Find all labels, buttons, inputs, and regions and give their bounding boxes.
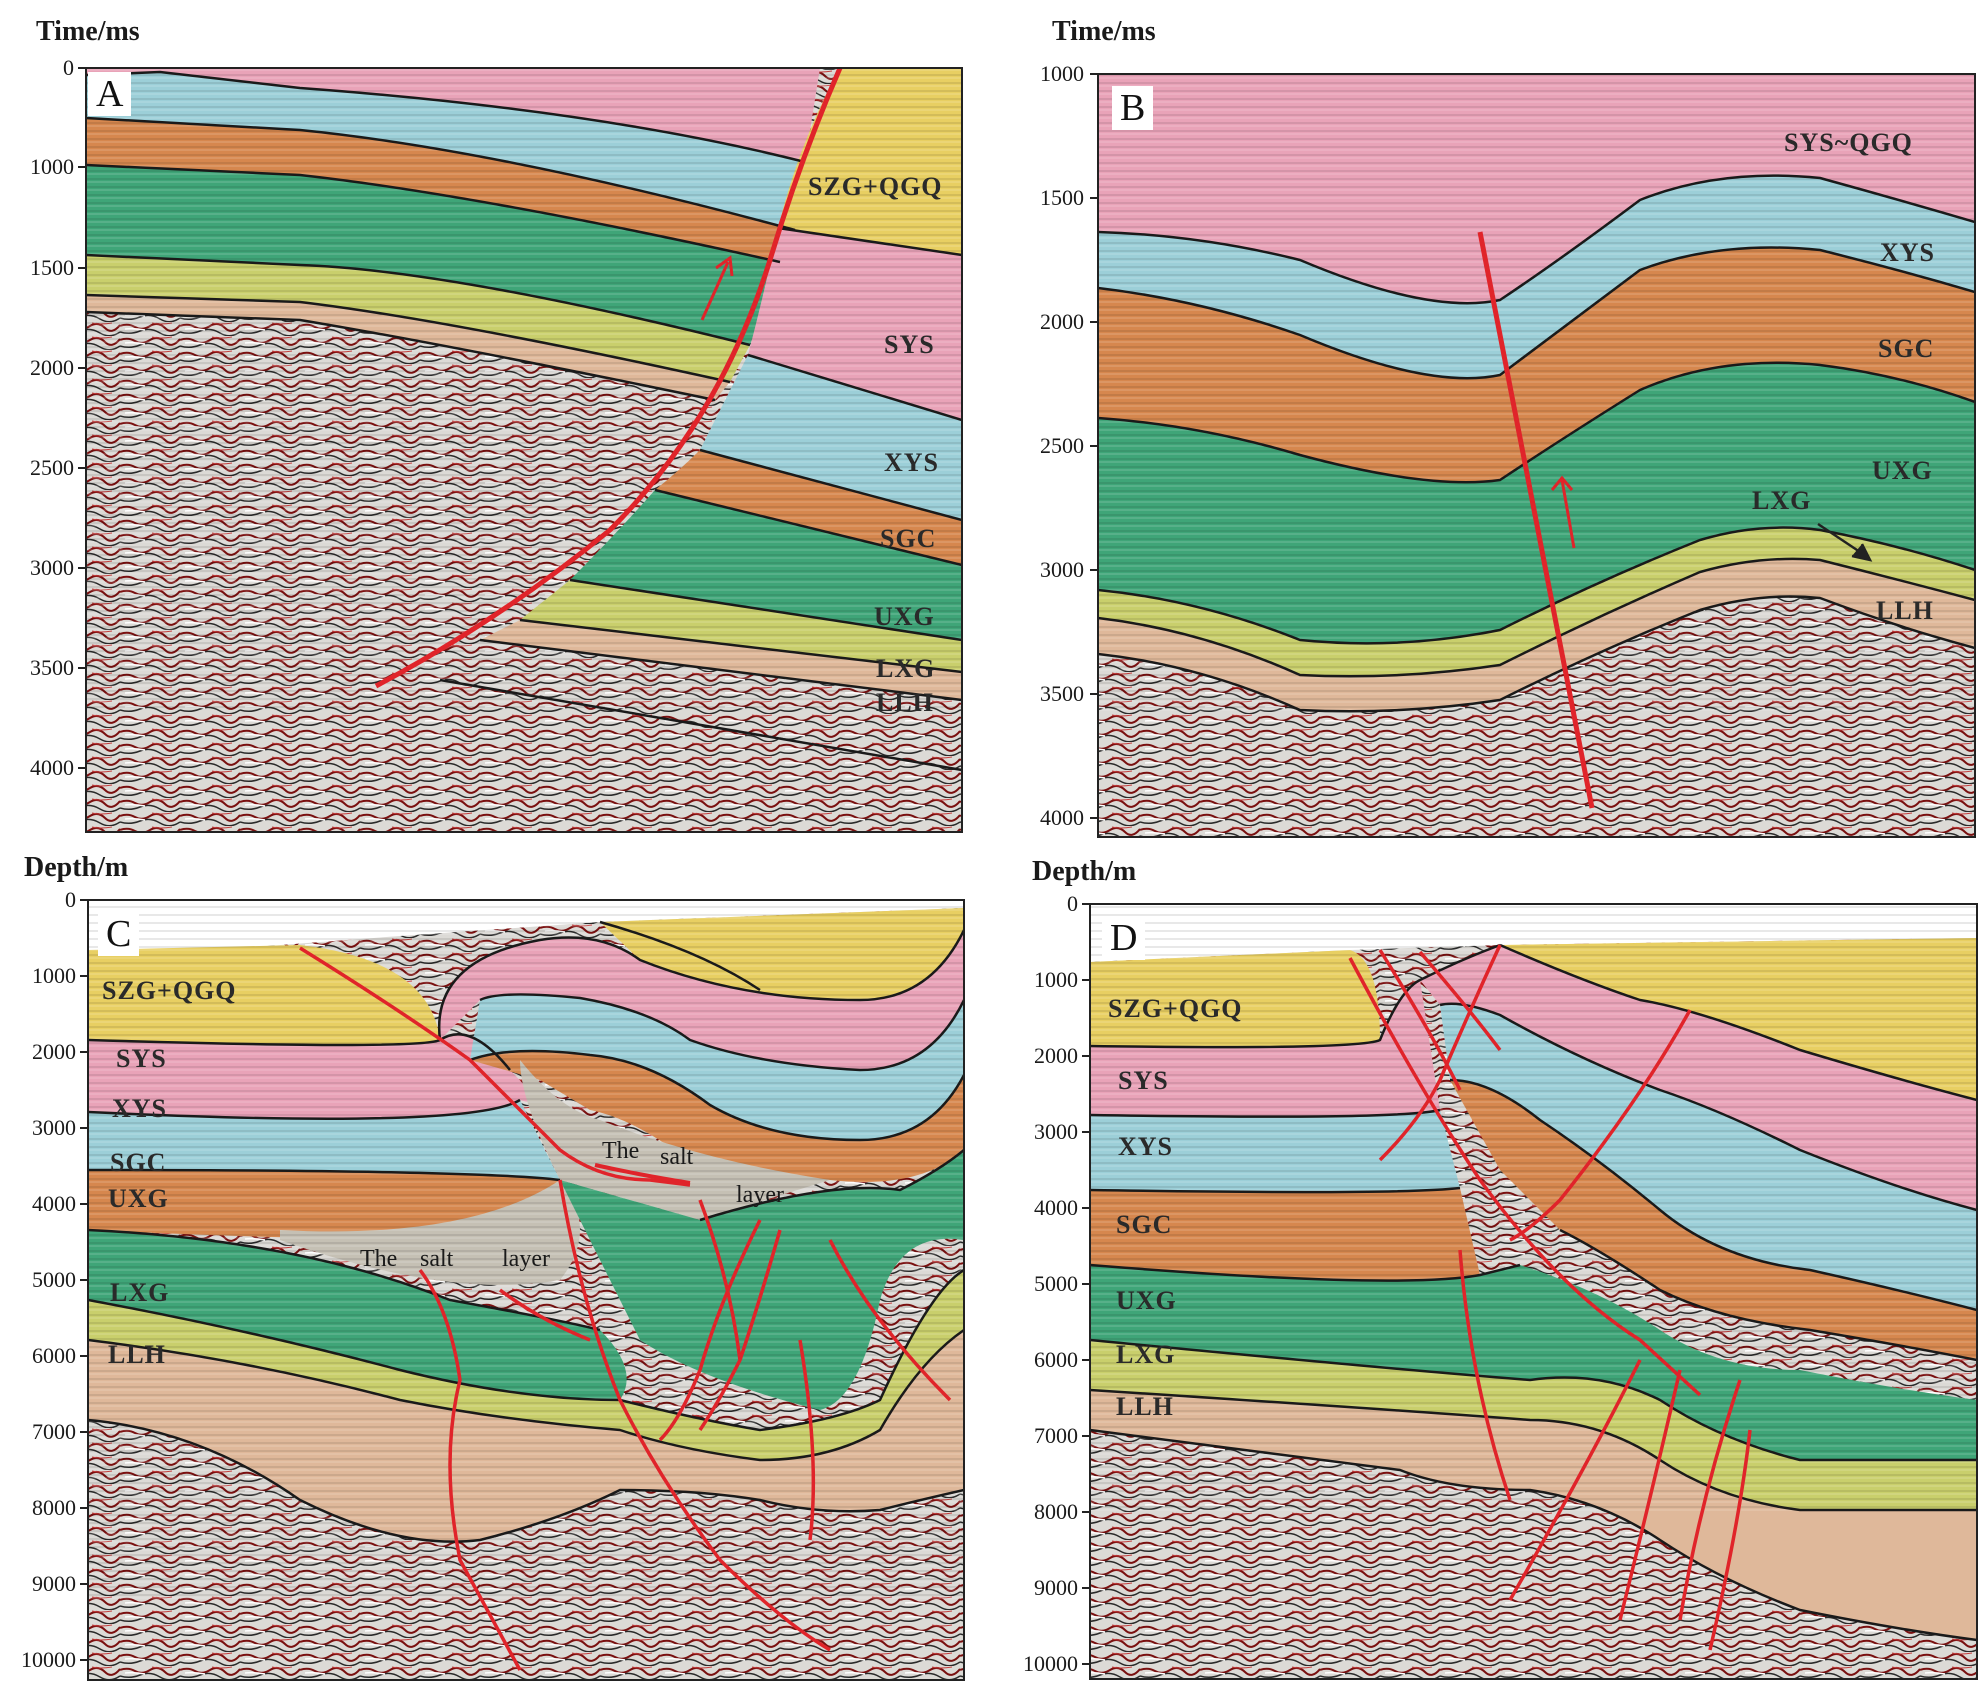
panel-b-unit-label: XYS bbox=[1880, 238, 1936, 267]
panel-d-unit-label: LXG bbox=[1116, 1340, 1176, 1369]
panel-d-unit-label: SZG+QGQ bbox=[1108, 994, 1243, 1023]
panel-b-frame bbox=[1097, 73, 1976, 838]
panel-c-unit-label: XYS bbox=[112, 1094, 168, 1123]
salt-layer-label-lower: The bbox=[360, 1246, 398, 1272]
panel-c-tick: 8000 bbox=[32, 1495, 76, 1520]
panel-a-tick: 1000 bbox=[30, 154, 74, 179]
panel-c-unit-label: SZG+QGQ bbox=[102, 976, 237, 1005]
panel-b-tick: 4000 bbox=[1040, 805, 1084, 830]
panel-a-unit-label: XYS bbox=[884, 448, 940, 477]
panel-d-tick: 7000 bbox=[1034, 1423, 1078, 1448]
panel-d-unit-label: LLH bbox=[1116, 1392, 1174, 1421]
panel-c-unit-label: SGC bbox=[110, 1148, 167, 1177]
panel-a-tick: 2500 bbox=[30, 455, 74, 480]
panel-a-frame bbox=[85, 67, 963, 833]
panel-c-tick: 6000 bbox=[32, 1343, 76, 1368]
panel-b-unit-label: SYS~QGQ bbox=[1784, 128, 1913, 157]
panel-c-tick: 10000 bbox=[21, 1647, 76, 1672]
panel-c-unit-label: SYS bbox=[116, 1044, 167, 1073]
salt-layer-label-upper: layer bbox=[736, 1182, 784, 1208]
panel-d-tick: 3000 bbox=[1034, 1119, 1078, 1144]
panel-d-tick: 6000 bbox=[1034, 1347, 1078, 1372]
panel-c-section bbox=[88, 900, 964, 1680]
panel-a-tick: 1500 bbox=[30, 255, 74, 280]
tick-marks bbox=[78, 67, 1098, 1665]
panel-c-tick: 0 bbox=[65, 887, 76, 912]
panel-b-tick: 3500 bbox=[1040, 681, 1084, 706]
panel-b-unit-label: LLH bbox=[1876, 596, 1934, 625]
panel-d-unit-label: UXG bbox=[1116, 1286, 1177, 1315]
salt-layer-label-upper: The bbox=[602, 1138, 640, 1164]
panel-c-letter: C bbox=[98, 912, 140, 956]
panel-a-tick: 3000 bbox=[30, 555, 74, 580]
panel-a-unit-label: UXG bbox=[874, 602, 935, 631]
panel-a-unit-label: SGC bbox=[880, 524, 937, 553]
panel-a-unit-label: LLH bbox=[876, 688, 934, 717]
panel-c-axis-title: Depth/m bbox=[24, 852, 129, 883]
panel-a-axis-title: Time/ms bbox=[36, 16, 140, 47]
panel-c-tick: 7000 bbox=[32, 1419, 76, 1444]
panel-b-tick: 3000 bbox=[1040, 557, 1084, 582]
panel-c-tick: 3000 bbox=[32, 1115, 76, 1140]
panel-d-tick: 10000 bbox=[1023, 1651, 1078, 1676]
panel-b-tick: 2000 bbox=[1040, 309, 1084, 334]
salt-layer-label-lower: layer bbox=[502, 1246, 550, 1272]
panel-a-unit-label: LXG bbox=[876, 654, 936, 683]
panel-c-tick: 9000 bbox=[32, 1571, 76, 1596]
panel-a-tick: 3500 bbox=[30, 655, 74, 680]
panel-d-axis-title: Depth/m bbox=[1032, 856, 1137, 887]
panel-b-unit-label: LXG bbox=[1752, 486, 1812, 515]
panel-b-axis-title: Time/ms bbox=[1052, 16, 1156, 47]
panel-a-tick: 0 bbox=[63, 55, 74, 80]
panel-c-tick: 2000 bbox=[32, 1039, 76, 1064]
panel-c-unit-label: LXG bbox=[110, 1278, 170, 1307]
panel-c-frame bbox=[87, 899, 965, 1681]
panel-d-section bbox=[1090, 904, 1977, 1679]
panel-c-unit-label: LLH bbox=[108, 1340, 166, 1369]
panel-c-tick: 4000 bbox=[32, 1191, 76, 1216]
salt-layer-label-upper: salt bbox=[660, 1144, 694, 1170]
panel-a-tick: 2000 bbox=[30, 355, 74, 380]
panel-c-tick: 5000 bbox=[32, 1267, 76, 1292]
panel-d-unit-label: SYS bbox=[1118, 1066, 1169, 1095]
panel-d-tick: 0 bbox=[1067, 891, 1078, 916]
panel-b-letter: B bbox=[1112, 86, 1154, 130]
panel-a-letter: A bbox=[88, 72, 132, 116]
salt-layer-label-lower: salt bbox=[420, 1246, 454, 1272]
panel-d-unit-label: SGC bbox=[1116, 1210, 1173, 1239]
panel-c-unit-label: UXG bbox=[108, 1184, 169, 1213]
panel-d-tick: 1000 bbox=[1034, 967, 1078, 992]
panel-d-letter: D bbox=[1102, 916, 1146, 960]
panel-d-frame bbox=[1089, 903, 1978, 1680]
panel-a-section bbox=[86, 68, 962, 832]
panel-c-tick: 1000 bbox=[32, 963, 76, 988]
panel-b-unit-label: UXG bbox=[1872, 456, 1933, 485]
panel-b-tick: 2500 bbox=[1040, 433, 1084, 458]
panel-b-tick: 1000 bbox=[1040, 61, 1084, 86]
panel-d-tick: 8000 bbox=[1034, 1499, 1078, 1524]
panel-b-tick: 1500 bbox=[1040, 185, 1084, 210]
panel-d-tick: 9000 bbox=[1034, 1575, 1078, 1600]
panel-d-tick: 5000 bbox=[1034, 1271, 1078, 1296]
panel-a-tick: 4000 bbox=[30, 755, 74, 780]
panel-d-tick: 4000 bbox=[1034, 1195, 1078, 1220]
panel-a-unit-label: SZG+QGQ bbox=[808, 172, 943, 201]
panel-d-unit-label: XYS bbox=[1118, 1132, 1174, 1161]
panel-b-section bbox=[1098, 74, 1975, 837]
panel-b-unit-label: SGC bbox=[1878, 334, 1935, 363]
panel-a-unit-label: SYS bbox=[884, 330, 935, 359]
panel-d-tick: 2000 bbox=[1034, 1043, 1078, 1068]
